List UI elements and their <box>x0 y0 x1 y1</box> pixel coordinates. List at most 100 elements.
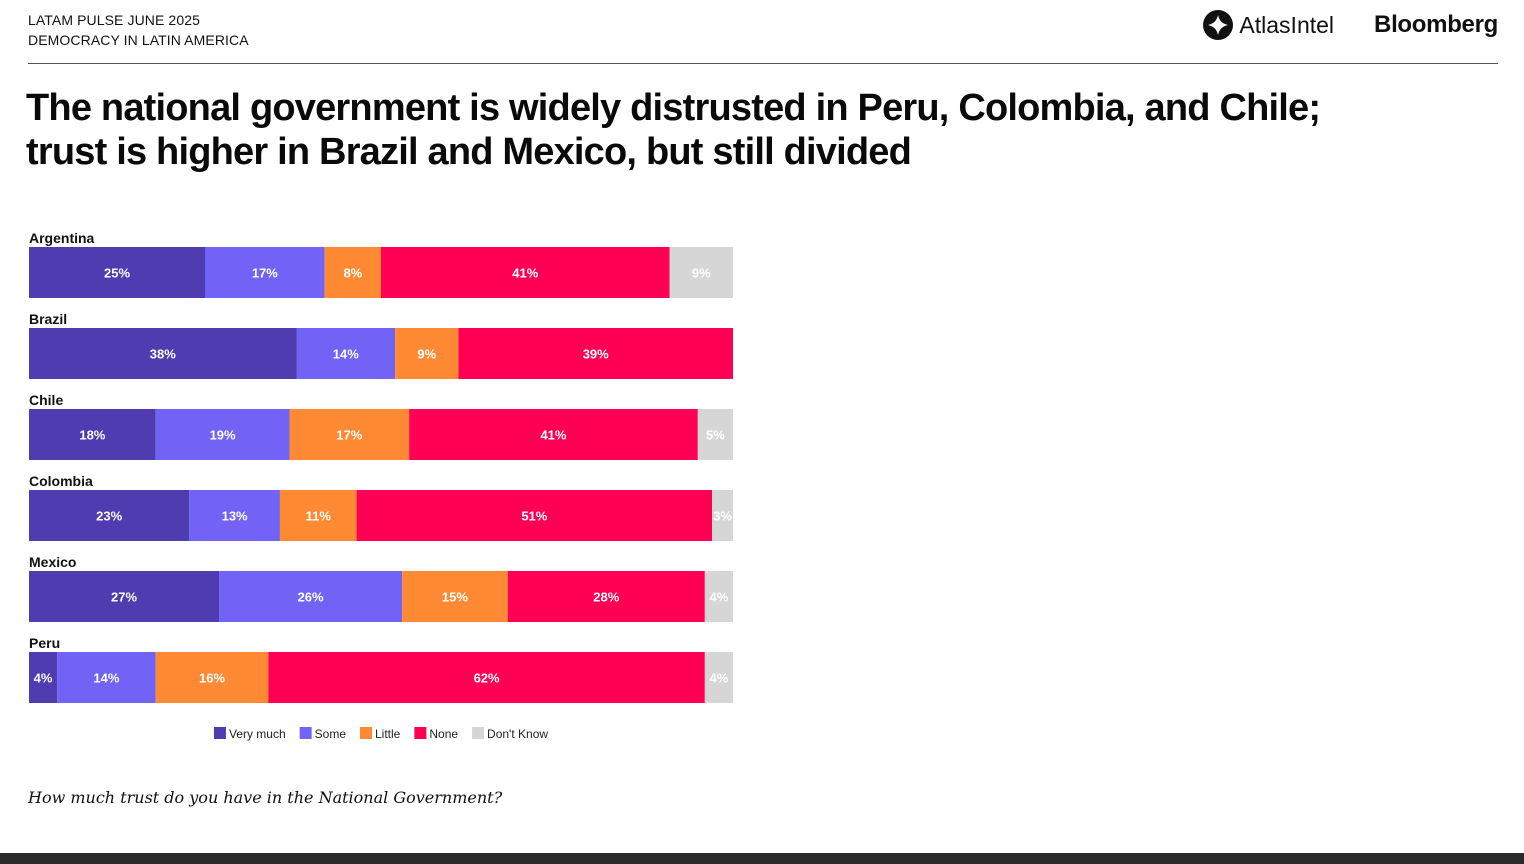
category-label: Colombia <box>29 473 93 489</box>
data-label: 4% <box>710 671 729 686</box>
header-divider <box>28 63 1498 64</box>
bar-segment-don-t-know <box>712 490 733 541</box>
bar-segment-none <box>458 328 733 379</box>
atlasintel-mark-icon <box>1203 10 1234 40</box>
data-label: 19% <box>210 428 236 443</box>
data-label: 4% <box>710 590 729 605</box>
footer-bar <box>0 853 1524 864</box>
bar-segment-very-much <box>29 328 297 379</box>
bar-segment-very-much <box>29 652 58 703</box>
data-label: 39% <box>583 347 609 362</box>
legend-item-don-t-know: Don't Know <box>472 727 548 741</box>
bar-segment-don-t-know <box>704 652 733 703</box>
data-label: 3% <box>713 509 732 524</box>
data-label: 27% <box>111 590 137 605</box>
logo-group: AtlasIntel Bloomberg <box>1203 10 1498 40</box>
bar-segment-some <box>296 328 396 379</box>
survey-question: How much trust do you have in the Nation… <box>28 788 503 807</box>
bar-segment-some <box>205 247 325 298</box>
bar-segment-some <box>155 409 290 460</box>
category-label: Brazil <box>29 311 67 327</box>
legend-label: None <box>429 727 458 741</box>
bar-segment-none <box>381 247 670 298</box>
legend-item-some: Some <box>299 727 347 741</box>
data-label: 9% <box>417 347 436 362</box>
bar-segment-very-much <box>29 247 205 298</box>
legend-swatch <box>472 727 485 739</box>
bloomberg-logo: Bloomberg <box>1374 11 1498 38</box>
data-label: 17% <box>336 428 362 443</box>
bar-row-peru: Peru 4% 14% 16% 62% 4% <box>29 635 733 703</box>
legend-swatch <box>299 727 312 739</box>
bar-segment-don-t-know <box>697 409 733 460</box>
bar-row-brazil: Brazil 38% 14% 9% 39% 0% <box>29 311 754 379</box>
legend-swatch <box>414 727 427 739</box>
data-label: 14% <box>93 671 119 686</box>
legend-swatch <box>213 727 226 739</box>
bar-segment-some <box>57 652 156 703</box>
data-label: 14% <box>333 347 359 362</box>
data-label: 15% <box>442 590 468 605</box>
data-label: 0% <box>735 347 754 362</box>
page-title: The national government is widely distru… <box>26 87 1321 173</box>
data-label: 5% <box>706 428 725 443</box>
bar-segment-little <box>289 409 410 460</box>
legend-item-little: Little <box>360 727 401 741</box>
data-label: 51% <box>521 509 547 524</box>
data-label: 28% <box>593 590 619 605</box>
bar-segment-little <box>279 490 357 541</box>
data-label: 62% <box>474 671 500 686</box>
data-label: 16% <box>199 671 225 686</box>
data-label: 9% <box>692 266 711 281</box>
data-label: 41% <box>540 428 566 443</box>
bar-segment-some <box>219 571 403 622</box>
bar-segment-none <box>507 571 705 622</box>
legend-item-none: None <box>414 727 458 741</box>
legend-swatch <box>360 727 373 739</box>
bar-segment-none <box>268 652 705 703</box>
bar-segment-very-much <box>29 490 190 541</box>
bar-row-argentina: Argentina 25% 17% 8% 41% 9% <box>29 230 733 298</box>
bar-row-chile: Chile 18% 19% 17% 41% 5% <box>29 392 733 460</box>
data-label: 11% <box>306 509 332 524</box>
bar-segment-very-much <box>29 409 156 460</box>
bar-segment-none <box>409 409 698 460</box>
bar-segment-don-t-know <box>704 571 733 622</box>
data-label: 13% <box>222 509 248 524</box>
atlasintel-wordmark: AtlasIntel <box>1239 11 1335 38</box>
data-label: 25% <box>104 266 130 281</box>
legend-item-very-much: Very much <box>213 727 286 741</box>
chart-legend: Very much Some Little None Don't Know <box>213 727 548 741</box>
bar-row-colombia: Colombia 23% 13% 11% 51% 3% <box>29 473 733 541</box>
category-label: Chile <box>29 392 63 408</box>
legend-label: Little <box>375 727 401 741</box>
bar-segment-don-t-know <box>669 247 733 298</box>
data-label: 8% <box>343 266 362 281</box>
bar-segment-little <box>402 571 508 622</box>
report-kicker: LATAM PULSE JUNE 2025 DEMOCRACY IN LATIN… <box>28 10 249 50</box>
bar-segment-very-much <box>29 571 220 622</box>
bar-segment-none <box>356 490 713 541</box>
legend-label: Some <box>315 727 347 741</box>
report-series-title: LATAM PULSE JUNE 2025 <box>28 12 200 28</box>
data-label: 41% <box>512 266 538 281</box>
bar-row-mexico: Mexico 27% 26% 15% 28% 4% <box>29 554 733 622</box>
data-label: 18% <box>79 428 105 443</box>
data-label: 23% <box>96 509 122 524</box>
category-label: Peru <box>29 635 60 651</box>
category-label: Argentina <box>29 230 95 246</box>
bar-segment-little <box>155 652 269 703</box>
report-topic: DEMOCRACY IN LATIN AMERICA <box>28 32 249 48</box>
bar-segment-little <box>395 328 459 379</box>
atlasintel-logo: AtlasIntel <box>1203 10 1334 40</box>
bar-segment-little <box>324 247 381 298</box>
legend-label: Very much <box>229 727 286 741</box>
category-label: Mexico <box>29 554 76 570</box>
data-label: 26% <box>298 590 324 605</box>
data-label: 17% <box>252 266 278 281</box>
data-label: 38% <box>150 347 176 362</box>
bar-segment-some <box>189 490 280 541</box>
data-label: 4% <box>34 671 53 686</box>
legend-label: Don't Know <box>487 727 548 741</box>
